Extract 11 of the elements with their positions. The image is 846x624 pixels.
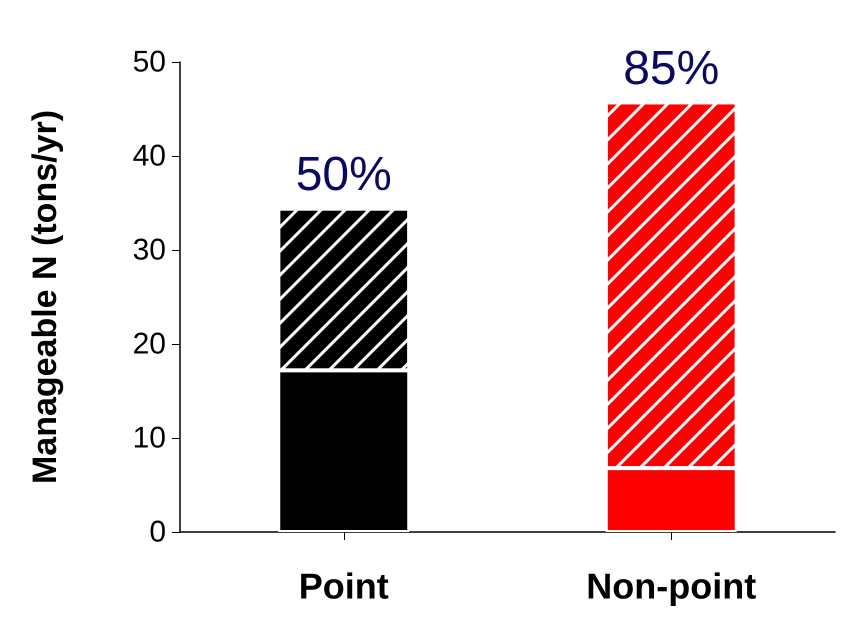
y-tick-label: 50: [132, 46, 166, 78]
annotation: 85%: [623, 42, 720, 95]
y-tick-label: 40: [132, 140, 166, 172]
y-tick-label: 20: [132, 328, 166, 360]
y-tick-label: 30: [132, 234, 166, 266]
x-tick-label: Non-point: [586, 566, 756, 606]
y-tick-label: 10: [132, 422, 166, 454]
y-axis-title: Manageable N (tons/yr): [26, 110, 64, 484]
x-tick-label: Point: [298, 566, 389, 606]
y-tick-label: 0: [149, 516, 166, 548]
annotation: 50%: [296, 148, 392, 202]
